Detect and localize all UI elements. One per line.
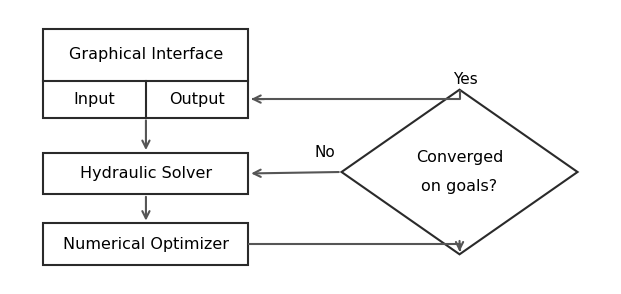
Bar [43,29,248,118]
Text: Yes: Yes [453,72,478,87]
Text: Graphical Interface: Graphical Interface [69,46,223,62]
Bar [43,223,248,265]
Text: Converged: Converged [416,150,503,165]
Bar [43,153,248,194]
Text: No: No [315,145,335,160]
Text: Input: Input [74,91,116,107]
Text: Hydraulic Solver: Hydraulic Solver [80,166,212,181]
Text: Numerical Optimizer: Numerical Optimizer [63,236,229,252]
Text: Output: Output [170,91,225,107]
Polygon shape [342,90,578,254]
Text: on goals?: on goals? [422,179,497,194]
